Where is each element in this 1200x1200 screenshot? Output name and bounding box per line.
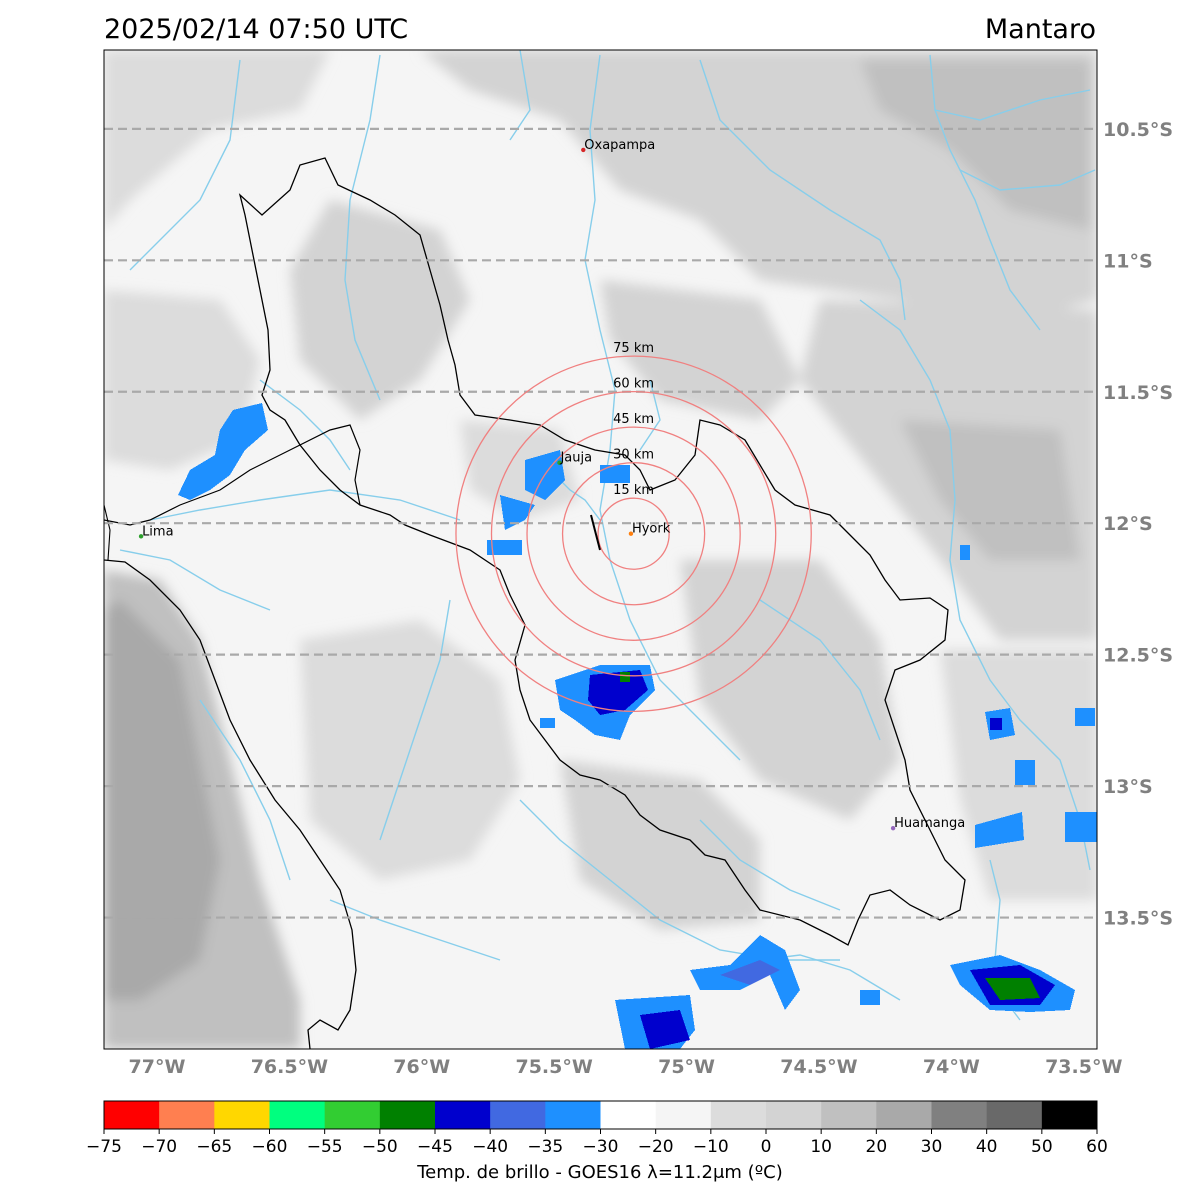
range-ring (490, 390, 777, 677)
range-rings: 15 km 30 km 45 km 60 km 75 km (455, 341, 812, 713)
lat-tick-label: 12.5°S (1103, 645, 1173, 667)
colorbar-segment (876, 1101, 932, 1129)
range-ring-label: 60 km (613, 377, 654, 392)
colorbar-tick-label: 40 (976, 1137, 998, 1157)
longitude-labels: 77°W 76.5°W 76°W 75.5°W 75°W 74.5°W 74°W 73.5°W (129, 1056, 1123, 1078)
colorbar-tick-label: 50 (1031, 1137, 1053, 1157)
colorbar-segment (269, 1101, 326, 1129)
colorbar-segment (379, 1101, 436, 1129)
cold-cloud-tops (178, 403, 1097, 1049)
map-plot-area: 15 km 30 km 45 km 60 km 75 km Oxapampa Jauja L… (104, 50, 1097, 1049)
colorbar-tick-label: −20 (638, 1137, 674, 1157)
coastline (104, 559, 357, 1049)
colorbar-tick-label: −55 (307, 1137, 343, 1157)
colorbar-segment (655, 1101, 712, 1129)
lat-tick-label: 10.5°S (1103, 119, 1173, 141)
rivers (119, 50, 1096, 1021)
range-ring (455, 355, 812, 713)
map-frame (103, 49, 1098, 1050)
city-label: Jauja (559, 451, 592, 466)
latitude-labels: 10.5°S 11°S 11.5°S 12°S 12.5°S 13°S 13.5°S (1103, 119, 1173, 930)
colorbar-tick-label: −10 (693, 1137, 729, 1157)
colorbar-tick-label: 60 (1086, 1137, 1108, 1157)
city-markers: Oxapampa Jauja Lima Hyork Huamanga (138, 138, 965, 831)
lon-tick-label: 76.5°W (251, 1056, 328, 1078)
colorbar-segment (435, 1101, 491, 1129)
colorbar-tick-label: 20 (866, 1137, 888, 1157)
colorbar-segment (986, 1101, 1043, 1129)
colorbar-tick-label: −75 (86, 1137, 122, 1157)
colorbar-tick-label: −70 (141, 1137, 177, 1157)
colorbar-segment (214, 1101, 270, 1129)
range-ring (561, 462, 706, 606)
lon-tick-label: 76°W (393, 1056, 450, 1078)
basin-boundary (238, 157, 966, 946)
range-ring-label: 45 km (613, 412, 654, 427)
colorbar-tick-label: −30 (583, 1137, 619, 1157)
city-marker (138, 534, 144, 539)
lon-tick-label: 75.5°W (515, 1056, 592, 1078)
lon-tick-label: 75°W (658, 1056, 715, 1078)
colorbar-segment (159, 1101, 215, 1129)
colorbar-tick-label: 10 (810, 1137, 832, 1157)
city-marker (890, 825, 896, 831)
colorbar-segment (545, 1101, 601, 1129)
range-ring-label: 30 km (613, 448, 654, 463)
colorbar: −75 −70 −65 −60 −55 −50 −45 −40 −35 −30 −20 −10 0 10 2… (86, 1100, 1108, 1157)
subbasin-boundary (104, 424, 361, 526)
range-ring-label: 75 km (613, 341, 654, 356)
lon-tick-label: 73.5°W (1045, 1056, 1122, 1078)
city-label: Huamanga (894, 816, 965, 831)
city-label: Oxapampa (584, 138, 655, 153)
colorbar-tick-label: 30 (921, 1137, 943, 1157)
city-marker (581, 147, 586, 153)
lima-boundary (104, 504, 111, 561)
colorbar-segment (324, 1101, 381, 1129)
lat-tick-label: 13.5°S (1103, 908, 1173, 930)
colorbar-segment (710, 1101, 767, 1129)
colorbar-segment (766, 1101, 822, 1129)
lon-tick-label: 77°W (129, 1056, 186, 1078)
cloud-field (104, 50, 1097, 1049)
colorbar-segment (104, 1101, 160, 1129)
colorbar-segment (821, 1101, 877, 1129)
colorbar-tick-label: −65 (196, 1137, 232, 1157)
colorbar-tick-label: −45 (417, 1137, 453, 1157)
lat-tick-label: 13°S (1103, 776, 1153, 798)
colorbar-segment (600, 1101, 657, 1129)
colorbar-segment (490, 1101, 546, 1129)
colorbar-tick-label: −35 (527, 1137, 563, 1157)
colorbar-tick-label: 0 (761, 1137, 772, 1157)
lat-tick-label: 11°S (1103, 250, 1153, 272)
colorbar-tick-label: −60 (252, 1137, 288, 1157)
map-title-region: Mantaro (984, 14, 1096, 45)
colorbar-label: Temp. de brillo - GOES16 λ=11.2μm (ºC) (417, 1162, 783, 1183)
city-marker (628, 531, 634, 536)
lat-tick-label: 11.5°S (1103, 382, 1173, 404)
city-label: Hyork (632, 522, 671, 537)
range-ring (526, 426, 741, 641)
radar-azimuth-line (590, 514, 601, 551)
range-ring-label: 15 km (613, 483, 654, 498)
city-label: Lima (142, 524, 173, 539)
lon-tick-label: 74.5°W (780, 1056, 857, 1078)
range-ring (597, 497, 670, 570)
colorbar-tick-label: −50 (362, 1137, 398, 1157)
colorbar-tick-label: −40 (472, 1137, 508, 1157)
colorbar-segment (1041, 1101, 1098, 1129)
lon-tick-label: 74°W (923, 1056, 980, 1078)
lat-tick-label: 12°S (1103, 513, 1153, 535)
city-marker (557, 460, 562, 465)
colorbar-segment (931, 1101, 988, 1129)
latitude-gridlines (104, 127, 1097, 919)
map-title-datetime: 2025/02/14 07:50 UTC (104, 14, 409, 45)
